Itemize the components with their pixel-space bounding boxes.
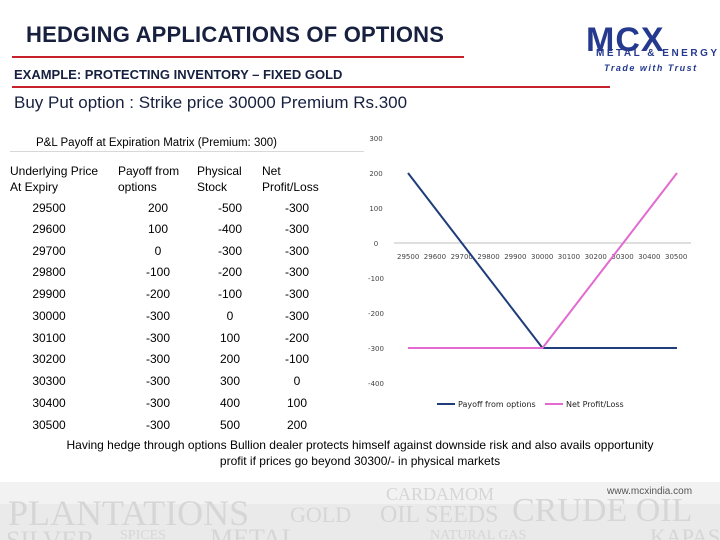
table-cell: -300 (284, 244, 310, 258)
title-underline (12, 56, 464, 58)
table-cell: -300 (145, 396, 171, 410)
table-cell: 29500 (32, 201, 66, 215)
table-cell: -300 (284, 222, 310, 236)
legend-label: Payoff from options (458, 400, 536, 409)
table-cell: 100 (286, 396, 308, 410)
x-tick-label: 29900 (504, 253, 526, 261)
y-tick-label: -200 (368, 310, 384, 318)
x-tick-label: 30500 (665, 253, 687, 261)
table-cell: -300 (284, 309, 310, 323)
table-cell: 30000 (32, 309, 66, 323)
table-cell: 0 (226, 309, 234, 323)
table-cell: -300 (284, 201, 310, 215)
table-cell: -300 (284, 265, 310, 279)
table-cell: -300 (145, 352, 171, 366)
table-cell: 200 (286, 418, 308, 432)
banner-word: OIL SEEDS (380, 502, 499, 528)
table-cell: 200 (219, 352, 241, 366)
table-cell: -300 (217, 244, 243, 258)
x-tick-label: 29600 (424, 253, 446, 261)
x-tick-label: 29800 (477, 253, 499, 261)
banner-word: KAPAS (650, 524, 720, 540)
table-cell: 100 (219, 331, 241, 345)
banner-word: SPICES (120, 528, 166, 540)
x-tick-label: 29500 (397, 253, 419, 261)
column-header: Net Profit/Loss (262, 164, 319, 194)
table-cell: 100 (147, 222, 169, 236)
website-link[interactable]: www.mcxindia.com (607, 486, 693, 497)
slide-subtitle: EXAMPLE: PROTECTING INVENTORY – FIXED GO… (14, 67, 343, 82)
logo-line1: METAL & ENERGY (596, 48, 720, 59)
column-header: Payoff from options (118, 164, 180, 194)
banner-word: CARDAMOM (386, 484, 495, 504)
subtitle-underline (12, 86, 610, 88)
banner-word: NATURAL GAS (430, 528, 527, 540)
slide-caption: Having hedge through options Bullion dea… (66, 438, 654, 468)
x-tick-label: 30200 (585, 253, 607, 261)
table-cell: -300 (284, 287, 310, 301)
table-cell: 30500 (32, 418, 66, 432)
table-cell: 300 (219, 374, 241, 388)
banner-word: METAL (210, 524, 298, 540)
table-cell: -300 (145, 309, 171, 323)
table-cell: 500 (219, 418, 241, 432)
table-cell: 30400 (32, 396, 66, 410)
y-tick-label: 200 (369, 170, 382, 178)
table-cell: 30300 (32, 374, 66, 388)
table-divider (10, 151, 364, 152)
table-cell: -300 (145, 374, 171, 388)
table-cell: -300 (145, 331, 171, 345)
table-cell: -100 (217, 287, 243, 301)
x-tick-label: 30100 (558, 253, 580, 261)
table-cell: 29700 (32, 244, 66, 258)
banner-word: PLANTATIONS (8, 493, 250, 533)
table-cell: -500 (217, 201, 243, 215)
table-cell: 29600 (32, 222, 66, 236)
y-tick-label: -400 (368, 380, 384, 388)
y-tick-label: -300 (368, 345, 384, 353)
table-cell: 29900 (32, 287, 66, 301)
legend-label: Net Profit/Loss (566, 400, 624, 409)
table-cell: -200 (145, 287, 171, 301)
table-cell: -400 (217, 222, 243, 236)
column-header: Physical Stock (197, 164, 242, 194)
table-title: P&L Payoff at Expiration Matrix (Premium… (36, 137, 277, 149)
table-cell: -300 (145, 418, 171, 432)
y-tick-label: 100 (369, 205, 382, 213)
logo-line2: Trade with Trust (604, 63, 698, 73)
table-cell: 0 (293, 374, 301, 388)
table-cell: -100 (284, 352, 310, 366)
commodity-banner: PLANTATIONS GOLD CARDAMOM OIL SEEDS CRUD… (0, 482, 720, 540)
table-cell: 400 (219, 396, 241, 410)
x-tick-label: 30400 (638, 253, 660, 261)
x-tick-label: 30000 (531, 253, 553, 261)
table-cell: -200 (217, 265, 243, 279)
column-header: Underlying Price At Expiry (10, 164, 99, 194)
x-tick-label: 30300 (611, 253, 633, 261)
banner-word: SILVER (6, 526, 95, 540)
table-cell: 200 (147, 201, 169, 215)
table-cell: -200 (284, 331, 310, 345)
y-tick-label: -100 (368, 275, 384, 283)
logo-mark-icon (584, 18, 712, 48)
logo-name: MCX (586, 21, 665, 59)
y-tick-label: 300 (369, 135, 382, 143)
table-cell: 30100 (32, 331, 66, 345)
table-cell: 29800 (32, 265, 66, 279)
table-cell: 30200 (32, 352, 66, 366)
banner-word: GOLD (290, 502, 352, 527)
banner-word: CRUDE OIL (512, 492, 693, 529)
option-heading: Buy Put option : Strike price 30000 Prem… (14, 93, 408, 112)
y-tick-label: 0 (374, 240, 378, 248)
x-tick-label: 29700 (451, 253, 473, 261)
table-cell: 0 (154, 244, 162, 258)
slide-title: HEDGING APPLICATIONS OF OPTIONS (26, 22, 445, 47)
table-cell: -100 (145, 265, 171, 279)
